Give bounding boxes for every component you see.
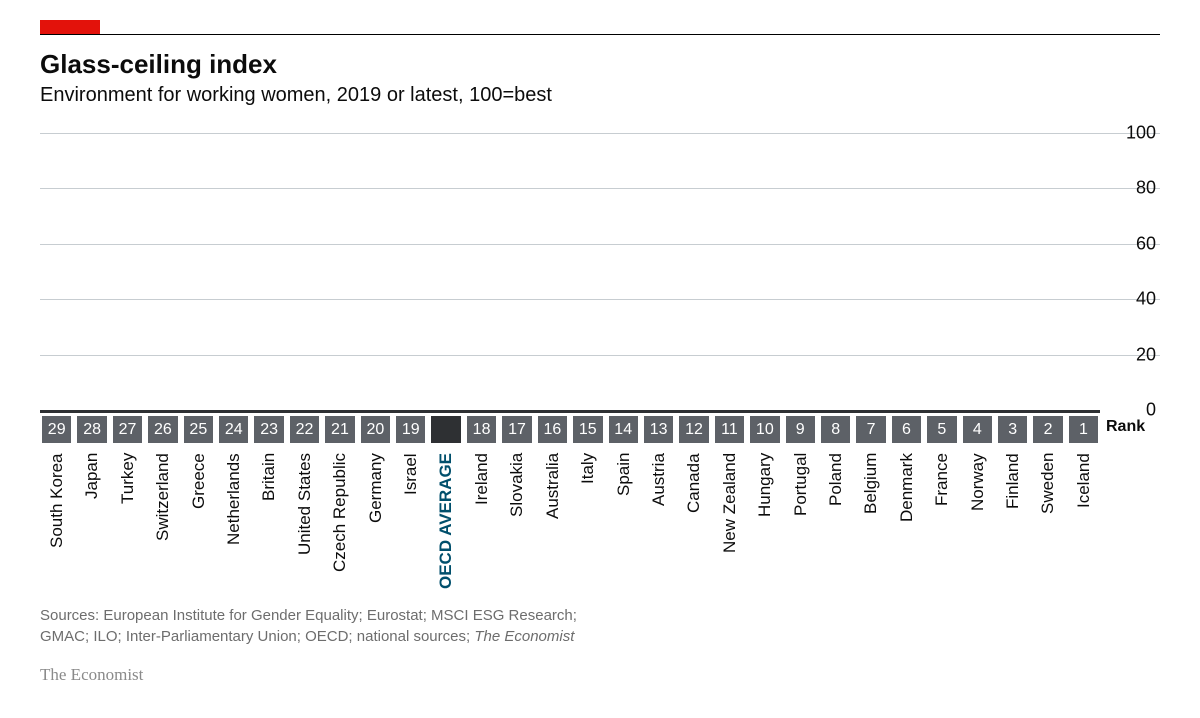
chart-title: Glass-ceiling index: [40, 49, 1160, 80]
y-tick-label: 40: [1106, 289, 1156, 310]
bars-container: [40, 133, 1100, 410]
brand-label: The Economist: [40, 665, 1160, 685]
top-rule: [40, 34, 1160, 35]
gridline: [40, 299, 1160, 300]
x-tick-label: Poland: [821, 453, 850, 593]
gridline: [40, 133, 1160, 134]
x-tick-label: South Korea: [42, 453, 71, 593]
x-tick-label: Belgium: [856, 453, 885, 593]
x-tick-label: Norway: [963, 453, 992, 593]
rank-cell: 28: [77, 416, 106, 443]
rank-cell: 23: [254, 416, 283, 443]
x-tick-label: Turkey: [113, 453, 142, 593]
y-tick-label: 20: [1106, 344, 1156, 365]
rank-cell: 17: [502, 416, 531, 443]
gridline: [40, 244, 1160, 245]
rank-cell: 27: [113, 416, 142, 443]
x-tick-label: Ireland: [467, 453, 496, 593]
rank-cell: 3: [998, 416, 1027, 443]
x-tick-label: Spain: [609, 453, 638, 593]
rank-cell: 19: [396, 416, 425, 443]
rank-cell: 12: [679, 416, 708, 443]
x-tick-label: Slovakia: [502, 453, 531, 593]
rank-axis-label: Rank: [1100, 413, 1160, 443]
rank-cell: 13: [644, 416, 673, 443]
y-tick-label: 60: [1106, 233, 1156, 254]
x-tick-label: Sweden: [1033, 453, 1062, 593]
x-tick-label: OECD AVERAGE: [431, 453, 460, 593]
y-tick-label: 80: [1106, 178, 1156, 199]
x-axis-labels: South KoreaJapanTurkeySwitzerlandGreeceN…: [40, 453, 1100, 593]
x-tick-label: Italy: [573, 453, 602, 593]
rank-cell: 7: [856, 416, 885, 443]
x-tick-label: Japan: [77, 453, 106, 593]
chart-subtitle: Environment for working women, 2019 or l…: [40, 84, 1160, 107]
rank-cell: 24: [219, 416, 248, 443]
rank-cell: 4: [963, 416, 992, 443]
sources-line-1: Sources: European Institute for Gender E…: [40, 607, 577, 624]
x-tick-label: Germany: [361, 453, 390, 593]
rank-cell: 2: [1033, 416, 1062, 443]
brand-red-tab: [40, 20, 100, 34]
rank-cell: [431, 416, 460, 443]
y-tick-label: 100: [1106, 123, 1156, 144]
rank-cell: 9: [786, 416, 815, 443]
rank-cell: 14: [609, 416, 638, 443]
rank-cell: 11: [715, 416, 744, 443]
rank-cell: 1: [1069, 416, 1098, 443]
plot-area: 020406080100: [40, 133, 1100, 413]
gridline: [40, 355, 1160, 356]
x-tick-label: United States: [290, 453, 319, 593]
rank-cell: 29: [42, 416, 71, 443]
rank-cell: 21: [325, 416, 354, 443]
x-tick-label: Austria: [644, 453, 673, 593]
x-tick-label: Netherlands: [219, 453, 248, 593]
x-tick-label: Switzerland: [148, 453, 177, 593]
x-tick-label: Finland: [998, 453, 1027, 593]
sources-note: Sources: European Institute for Gender E…: [40, 605, 1160, 647]
rank-cell: 16: [538, 416, 567, 443]
x-tick-label: Greece: [184, 453, 213, 593]
sources-line-2b: The Economist: [474, 628, 574, 645]
rank-cell: 25: [184, 416, 213, 443]
rank-cell: 18: [467, 416, 496, 443]
x-tick-label: Portugal: [786, 453, 815, 593]
x-tick-label: Australia: [538, 453, 567, 593]
x-tick-label: Czech Republic: [325, 453, 354, 593]
x-tick-label: Canada: [679, 453, 708, 593]
x-tick-label: New Zealand: [715, 453, 744, 593]
x-tick-label: Denmark: [892, 453, 921, 593]
rank-cell: 6: [892, 416, 921, 443]
rank-cell: 26: [148, 416, 177, 443]
rank-cell: 8: [821, 416, 850, 443]
sources-line-2a: GMAC; ILO; Inter-Parliamentary Union; OE…: [40, 628, 474, 645]
rank-cell: 22: [290, 416, 319, 443]
x-tick-label: France: [927, 453, 956, 593]
chart-area: 020406080100 292827262524232221201918171…: [40, 133, 1160, 443]
x-tick-label: Iceland: [1069, 453, 1098, 593]
rank-cell: 10: [750, 416, 779, 443]
rank-cell: 15: [573, 416, 602, 443]
gridline: [40, 188, 1160, 189]
rank-cell: 20: [361, 416, 390, 443]
x-tick-label: Britain: [254, 453, 283, 593]
x-tick-label: Israel: [396, 453, 425, 593]
x-tick-label: Hungary: [750, 453, 779, 593]
rank-strip: 2928272625242322212019181716151413121110…: [40, 416, 1100, 443]
rank-cell: 5: [927, 416, 956, 443]
